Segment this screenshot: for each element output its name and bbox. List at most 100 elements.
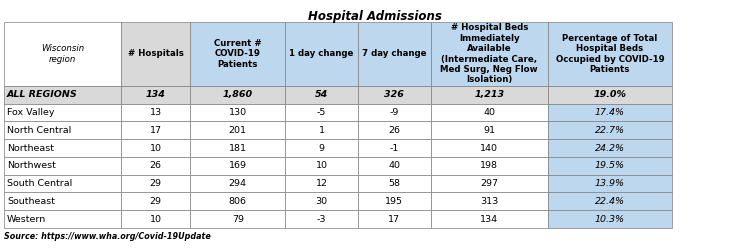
- Text: 13: 13: [150, 108, 162, 117]
- Text: 806: 806: [229, 197, 247, 206]
- Bar: [548, 210, 672, 228]
- Text: 22.7%: 22.7%: [595, 126, 625, 135]
- Bar: [4, 210, 122, 228]
- Bar: [548, 139, 672, 157]
- Bar: [122, 139, 190, 157]
- Bar: [4, 22, 122, 86]
- Text: 297: 297: [480, 179, 498, 188]
- Text: 313: 313: [480, 197, 499, 206]
- Text: Hospital Admissions: Hospital Admissions: [308, 10, 442, 23]
- Bar: [430, 22, 548, 86]
- Text: Northwest: Northwest: [7, 161, 56, 170]
- Bar: [190, 210, 285, 228]
- Bar: [122, 22, 190, 86]
- Bar: [358, 122, 430, 139]
- Bar: [285, 86, 358, 104]
- Bar: [285, 175, 358, 192]
- Bar: [430, 139, 548, 157]
- Bar: [190, 22, 285, 86]
- Bar: [122, 104, 190, 122]
- Bar: [122, 175, 190, 192]
- Bar: [122, 210, 190, 228]
- Bar: [548, 86, 672, 104]
- Bar: [358, 210, 430, 228]
- Text: 26: 26: [150, 161, 162, 170]
- Text: Northeast: Northeast: [7, 144, 54, 153]
- Text: 10: 10: [150, 144, 162, 153]
- Bar: [430, 210, 548, 228]
- Text: 9: 9: [319, 144, 325, 153]
- Text: 12: 12: [316, 179, 328, 188]
- Bar: [548, 157, 672, 175]
- Text: 40: 40: [483, 108, 495, 117]
- Bar: [190, 192, 285, 210]
- Text: 201: 201: [229, 126, 247, 135]
- Text: 294: 294: [229, 179, 247, 188]
- Bar: [430, 122, 548, 139]
- Bar: [285, 157, 358, 175]
- Text: 13.9%: 13.9%: [595, 179, 625, 188]
- Text: 195: 195: [386, 197, 404, 206]
- Bar: [122, 122, 190, 139]
- Text: 169: 169: [229, 161, 247, 170]
- Text: # Hospitals: # Hospitals: [128, 49, 184, 59]
- Bar: [358, 86, 430, 104]
- Text: 19.0%: 19.0%: [593, 90, 626, 99]
- Text: # Hospital Beds
Immediately
Available
(Intermediate Care,
Med Surg, Neg Flow
Iso: # Hospital Beds Immediately Available (I…: [440, 24, 538, 85]
- Text: Southeast: Southeast: [7, 197, 55, 206]
- Bar: [285, 210, 358, 228]
- Text: 26: 26: [388, 126, 400, 135]
- Text: 10: 10: [316, 161, 328, 170]
- Text: 1,860: 1,860: [223, 90, 253, 99]
- Text: 130: 130: [229, 108, 247, 117]
- Bar: [190, 86, 285, 104]
- Text: Western: Western: [7, 215, 46, 224]
- Text: 40: 40: [388, 161, 400, 170]
- Text: Percentage of Total
Hospital Beds
Occupied by COVID-19
Patients: Percentage of Total Hospital Beds Occupi…: [556, 34, 664, 74]
- Bar: [548, 175, 672, 192]
- Bar: [190, 157, 285, 175]
- Bar: [122, 157, 190, 175]
- Bar: [358, 175, 430, 192]
- Text: 1 day change: 1 day change: [290, 49, 354, 59]
- Text: 134: 134: [480, 215, 498, 224]
- Text: -9: -9: [389, 108, 399, 117]
- Text: 10.3%: 10.3%: [595, 215, 625, 224]
- Text: Fox Valley: Fox Valley: [7, 108, 55, 117]
- Bar: [285, 104, 358, 122]
- Bar: [285, 192, 358, 210]
- Bar: [122, 192, 190, 210]
- Bar: [430, 104, 548, 122]
- Text: 17: 17: [388, 215, 400, 224]
- Bar: [190, 104, 285, 122]
- Bar: [190, 122, 285, 139]
- Bar: [430, 192, 548, 210]
- Text: 140: 140: [480, 144, 498, 153]
- Text: 7 day change: 7 day change: [362, 49, 427, 59]
- Text: North Central: North Central: [7, 126, 71, 135]
- Text: 10: 10: [150, 215, 162, 224]
- Bar: [122, 86, 190, 104]
- Bar: [430, 175, 548, 192]
- Text: 181: 181: [229, 144, 247, 153]
- Bar: [548, 122, 672, 139]
- Text: 58: 58: [388, 179, 400, 188]
- Bar: [285, 122, 358, 139]
- Bar: [548, 104, 672, 122]
- Bar: [430, 157, 548, 175]
- Text: 29: 29: [150, 197, 162, 206]
- Bar: [4, 86, 122, 104]
- Text: 29: 29: [150, 179, 162, 188]
- Bar: [358, 139, 430, 157]
- Bar: [358, 192, 430, 210]
- Text: 1,213: 1,213: [474, 90, 504, 99]
- Bar: [4, 175, 122, 192]
- Text: 30: 30: [316, 197, 328, 206]
- Bar: [4, 104, 122, 122]
- Bar: [4, 139, 122, 157]
- Bar: [285, 22, 358, 86]
- Text: -3: -3: [316, 215, 326, 224]
- Bar: [4, 157, 122, 175]
- Text: -5: -5: [317, 108, 326, 117]
- Text: 91: 91: [483, 126, 495, 135]
